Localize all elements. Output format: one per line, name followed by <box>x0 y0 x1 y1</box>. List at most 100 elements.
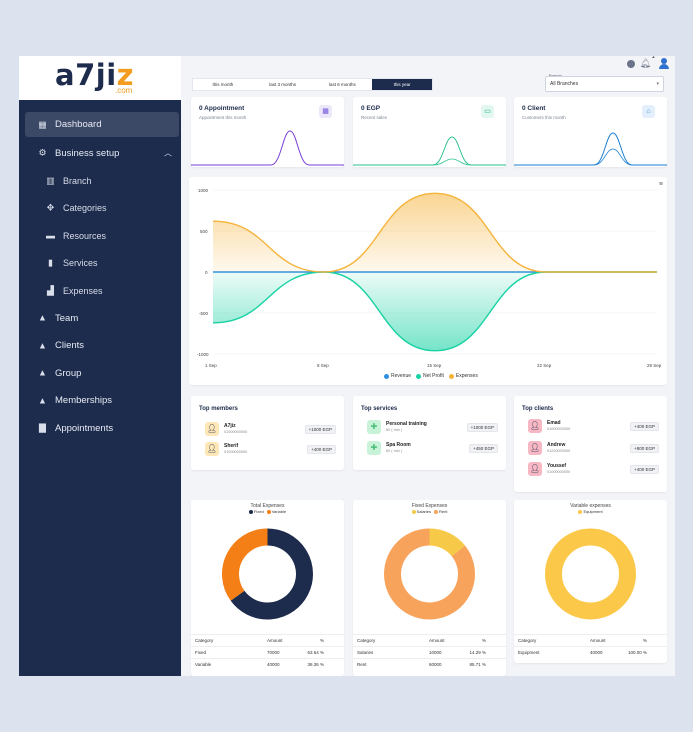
y-tick: 500 <box>200 229 208 234</box>
legend-revenue[interactable]: Revenue <box>384 373 411 379</box>
service-name: Personal training <box>386 421 427 427</box>
series-line-expenses[interactable] <box>212 192 657 273</box>
list-item[interactable]: 👤︎ Emad 01000000000 +400 EGP <box>528 419 659 437</box>
logo-text: a7ji <box>55 58 117 92</box>
donut-table: Category Amount% Salaries 10000 14.29 % Ren… <box>353 634 506 670</box>
sidebar-item-expenses[interactable]: ▟ Expenses <box>19 277 181 305</box>
sidebar-item-label: Services <box>63 258 98 269</box>
list-item[interactable]: 👤︎ A7jiz 01000000000 +1000 EGP <box>205 422 336 440</box>
chevron-down-icon: ▾ <box>656 81 659 87</box>
donut-slice[interactable] <box>428 528 466 557</box>
sidebar-item-clients[interactable]: ▲ Clients <box>19 332 181 360</box>
donut-slice[interactable] <box>545 528 636 620</box>
list-item[interactable]: ✚ Personal training 60 ( min ) +1000 EGP <box>367 420 498 438</box>
sidebar-item-label: Dashboard <box>55 119 102 130</box>
logo-z: z <box>116 58 135 92</box>
table-row: Salaries 10000 14.29 % <box>353 646 506 658</box>
tab-last-6-months[interactable]: last 6 months <box>328 82 356 87</box>
legend-item[interactable]: Variable <box>266 509 286 514</box>
sidebar-item-label: Categories <box>63 203 107 214</box>
list-item[interactable]: 👤︎ Youssef 01000000000 +400 EGP <box>528 462 659 480</box>
stat-title: 0 EGP <box>361 105 381 112</box>
member-name: Sherif <box>224 443 239 449</box>
notification-count: 1 <box>651 56 655 60</box>
sidebar-item-label: Resources <box>63 230 107 241</box>
sidebar-item-dashboard[interactable]: ▦ Dashboard <box>25 112 179 137</box>
donut-slice[interactable] <box>230 528 313 620</box>
table-row: Equipment 40000 100.00 % <box>514 646 667 658</box>
donut-card-total: Total Expenses Fixed Variable Category Am… <box>191 500 344 676</box>
sidebar-item-resources[interactable]: ▬ Resources <box>19 222 181 250</box>
avatar: 👤︎ <box>205 442 219 456</box>
sidebar-item-memberships[interactable]: ▲ Memberships <box>19 387 181 415</box>
series-area-expenses <box>213 193 657 272</box>
sidebar-item-categories[interactable]: ✥ Categories <box>19 195 181 223</box>
list-item[interactable]: 👤︎ Andrew 01220000000 +800 EGP <box>528 441 659 459</box>
list-item[interactable]: ✚ Spa Room 60 ( min ) +450 EGP <box>367 441 498 459</box>
tag-icon: ✥ <box>46 202 55 213</box>
member-value: +400 EGP <box>307 445 336 454</box>
donut-slice[interactable] <box>222 528 268 601</box>
hamburger-icon[interactable]: ≡ <box>658 181 663 188</box>
list-item[interactable]: 👤︎ Sherif 01000000000 +400 EGP <box>205 442 336 460</box>
team-icon: ▲ <box>38 312 47 323</box>
grid-icon: ▦ <box>38 119 47 129</box>
help-icon[interactable] <box>626 59 635 68</box>
x-tick: 15 Sep <box>427 363 442 368</box>
legend-net-profit[interactable]: Net Profit <box>416 373 444 379</box>
legend-item[interactable]: Fixed <box>248 509 264 514</box>
service-name: Spa Room <box>386 442 411 448</box>
x-tick: 22 Sep <box>537 363 552 368</box>
bell-icon[interactable]: 🔔︎ 1 <box>639 56 655 68</box>
stat-card-sales: 0 EGP Recent sales ▭ <box>353 97 506 167</box>
sparkline-appointments <box>191 130 344 166</box>
sidebar: a7jiz .com ▦ Dashboard ⚙ Business setup … <box>19 56 181 676</box>
legend-expenses[interactable]: Expenses <box>448 373 478 379</box>
sidebar-item-business-setup[interactable]: ⚙ Business setup ︿ <box>19 140 181 168</box>
main-chart <box>212 189 657 355</box>
stat-title: 0 Client <box>522 105 546 112</box>
tab-this-year[interactable]: this year <box>372 79 432 90</box>
branch-select[interactable]: All Branches ▾ <box>545 76 664 92</box>
legend-item[interactable]: Salaries <box>411 509 431 514</box>
sidebar-item-services[interactable]: ▮ Services <box>19 250 181 278</box>
sparkline-sales <box>353 136 506 166</box>
main-chart-legend: Revenue Net Profit Expenses <box>384 373 478 379</box>
money-icon: ▭ <box>481 105 494 118</box>
sidebar-item-branch[interactable]: ▥ Branch <box>19 167 181 195</box>
y-tick: 0 <box>205 270 208 275</box>
sidebar-item-group[interactable]: ▲ Group <box>19 360 181 388</box>
tab-this-month[interactable]: this month <box>212 82 234 87</box>
legend-item[interactable]: Rent <box>434 509 447 514</box>
stat-subtitle: Recent sales <box>361 115 388 120</box>
user-icon[interactable] <box>659 58 669 69</box>
avatar: 👤︎ <box>528 462 542 476</box>
top-services-card: Top services ✚ Personal training 60 ( mi… <box>353 396 506 470</box>
clients-icon: ▲ <box>38 340 47 351</box>
chevron-up-icon[interactable]: ︿ <box>164 148 172 158</box>
table-row: Rent 60000 85.71 % <box>353 658 506 670</box>
donut-card-variable: Variable expenses Equipment Category Amou… <box>514 500 667 663</box>
sparkline-clients <box>514 132 667 166</box>
member-phone: 01000000000 <box>224 430 248 434</box>
sidebar-item-label: Expenses <box>63 285 103 296</box>
bar-chart-icon: ▟ <box>47 285 54 296</box>
tab-last-3-months[interactable]: last 3 months <box>269 82 296 87</box>
sidebar-item-appointments[interactable]: ▇ Appointments <box>19 415 181 443</box>
client-name: Youssef <box>547 463 567 469</box>
service-value: +1000 EGP <box>466 423 498 432</box>
stat-title: 0 Appointment <box>199 105 245 112</box>
sidebar-nav: ▦ Dashboard ⚙ Business setup ︿ ▥ Branch … <box>19 112 181 442</box>
donut-slice[interactable] <box>384 528 475 620</box>
sidebar-item-team[interactable]: ▲ Team <box>19 305 181 333</box>
x-tick: 8 Sep <box>317 363 329 368</box>
sidebar-item-label: Branch <box>63 175 92 186</box>
legend-item[interactable]: Equipment <box>578 509 603 514</box>
logo[interactable]: a7jiz .com <box>19 56 181 100</box>
stat-subtitle: Customers this month <box>522 115 566 120</box>
branch-value: All Branches <box>550 81 579 87</box>
card-title: Top clients <box>522 406 554 412</box>
table-header: Category Amount% <box>191 634 344 646</box>
table-header: Category Amount% <box>514 634 667 646</box>
donut-card-fixed: Fixed Expenses Salaries Rent Category Amo… <box>353 500 506 676</box>
